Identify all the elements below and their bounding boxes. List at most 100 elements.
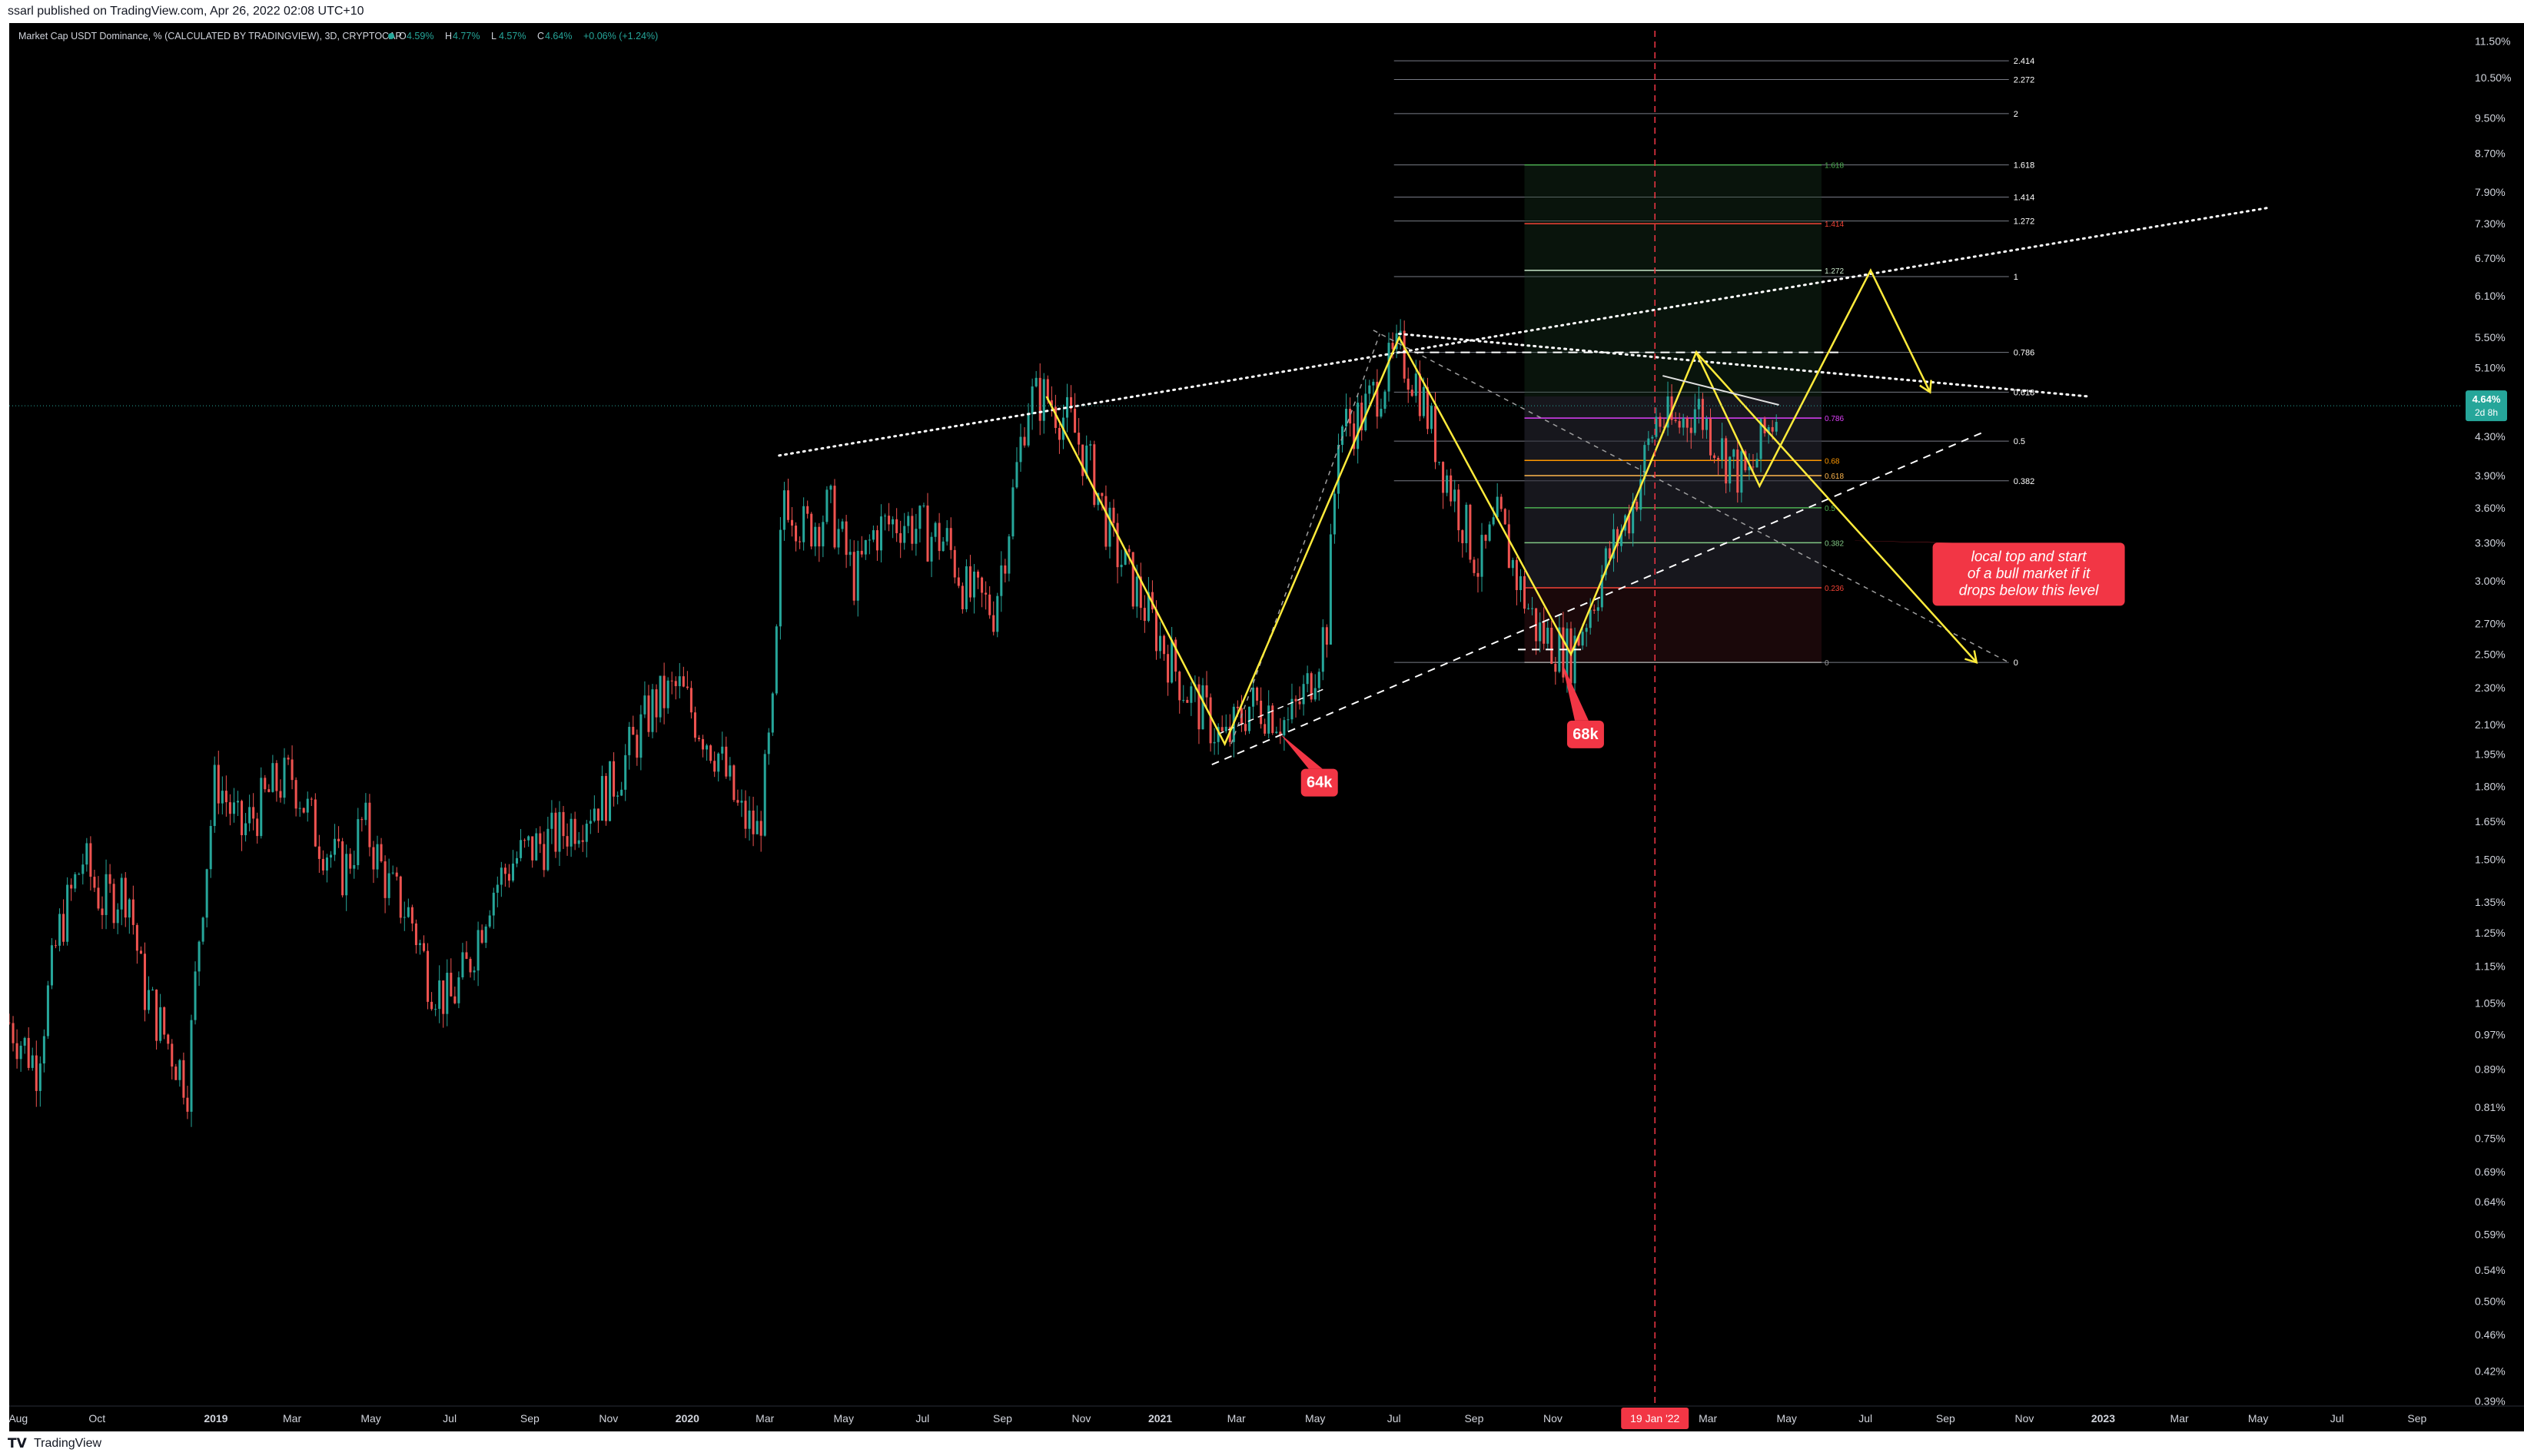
candle-body [624, 755, 627, 790]
candle-body [1294, 698, 1297, 701]
candle-body [961, 585, 964, 609]
candle-body [655, 689, 658, 718]
chart-canvas[interactable]: 2.414 2.272 2 1.618 1.414 1.272 1 0.786 0.618 0.5… [9, 23, 2524, 1431]
candle-body [224, 791, 227, 803]
y-tick-label: 3.00% [2475, 575, 2506, 587]
candle-body [689, 688, 692, 713]
y-tick-label: 0.50% [2475, 1295, 2506, 1307]
candle-body [1147, 592, 1150, 622]
candle-body [1755, 459, 1758, 468]
x-tick-label: 2023 [2091, 1412, 2115, 1424]
x-tick-label: 2020 [676, 1412, 699, 1424]
fib-inner-label: 0.5 [1825, 505, 1835, 513]
candle-body [248, 807, 251, 824]
channel-line [1217, 687, 1327, 735]
candle-body [1267, 705, 1270, 734]
axis-layer: Aug Oct 2019 Mar May Jul Sep Nov 2020 Mar May Jul Se… [9, 35, 2524, 1431]
candle-body [167, 1034, 170, 1044]
candle-body [1050, 400, 1053, 407]
x-tick-label: Jul [2330, 1412, 2344, 1424]
candle-body [93, 877, 96, 888]
x-tick-label: Jul [1387, 1412, 1401, 1424]
candle-body [349, 854, 352, 869]
candle-body [546, 828, 550, 871]
candle-body [570, 818, 573, 847]
footer: 𝗧𝗩 TradingView [0, 1431, 2524, 1456]
y-tick-label: 0.89% [2475, 1063, 2506, 1076]
candle-body [1317, 672, 1320, 688]
candle-body [194, 971, 197, 1020]
candle-body [399, 876, 402, 918]
legend-close-label: C [537, 31, 544, 41]
candle-body [1220, 727, 1224, 731]
candle-body [1705, 418, 1708, 430]
candle-body [457, 977, 460, 1003]
candle-body [899, 532, 902, 543]
candle-body [779, 529, 782, 627]
x-tick-label: May [1305, 1412, 1325, 1424]
candle-body [1321, 627, 1324, 672]
candle-body [1143, 608, 1146, 622]
y-tick-label: 0.75% [2475, 1132, 2506, 1144]
candle-body [1453, 489, 1456, 502]
candle-body [1573, 635, 1576, 684]
candle-body [135, 924, 138, 951]
legend-low-value: 4.57% [499, 31, 526, 41]
y-tick-label: 4.30% [2475, 430, 2506, 443]
candle-body [488, 915, 491, 927]
legend-open-value: 4.59% [407, 31, 433, 41]
candle-body [628, 727, 631, 755]
fib-levels-layer: 2.414 2.272 2 1.618 1.414 1.272 1 0.786 0.618 0.5… [1393, 57, 2034, 668]
candle-body [244, 823, 247, 836]
candle-body [1333, 493, 1336, 535]
candle-body [461, 952, 464, 978]
candle-body [1608, 548, 1611, 559]
candle-body [1476, 572, 1480, 577]
resistance-trendline [778, 206, 2271, 457]
candle-body [1620, 530, 1623, 546]
candle-body [1108, 507, 1111, 547]
tradingview-logo-icon: 𝗧𝗩 [8, 1436, 27, 1451]
candle-body [139, 950, 142, 954]
candle-body [1387, 343, 1390, 392]
candle-body [1023, 436, 1026, 446]
candle-body [1473, 559, 1476, 573]
candle-body [116, 909, 119, 924]
candle-body [19, 1045, 22, 1060]
candle-body [1636, 502, 1639, 510]
candle-body [1065, 396, 1069, 418]
candle-body [1632, 502, 1635, 534]
candle-body [310, 798, 313, 800]
x-tick-label: Sep [1464, 1412, 1483, 1424]
candle-body [1302, 684, 1305, 705]
candle-body [221, 791, 224, 804]
candle-body [1763, 419, 1766, 433]
candle-body [744, 801, 747, 829]
fib-inner-label: 1.618 [1825, 162, 1844, 171]
support-trendline [1211, 430, 1985, 766]
candle-body [74, 874, 77, 889]
y-tick-label: 2.70% [2475, 617, 2506, 629]
candle-body [670, 680, 673, 682]
candle-body [1271, 705, 1274, 734]
candle-body [520, 840, 523, 858]
candle-body [1167, 654, 1170, 683]
candle-body [1287, 719, 1290, 721]
candle-body [1279, 731, 1282, 736]
candle-body [1070, 396, 1073, 409]
candle-body [1604, 548, 1607, 575]
y-tick-label: 0.81% [2475, 1101, 2506, 1113]
candle-body [1422, 386, 1425, 416]
candle-body [702, 738, 705, 750]
candle-body [907, 516, 910, 526]
candle-body [1337, 445, 1340, 494]
y-tick-label: 0.59% [2475, 1229, 2506, 1241]
fib-zone-green [1524, 164, 1822, 396]
candle-body [589, 821, 592, 824]
candle-body [550, 812, 553, 829]
candle-body [573, 818, 576, 844]
candle-body [1027, 414, 1030, 446]
diagonal-line [1230, 333, 1380, 745]
